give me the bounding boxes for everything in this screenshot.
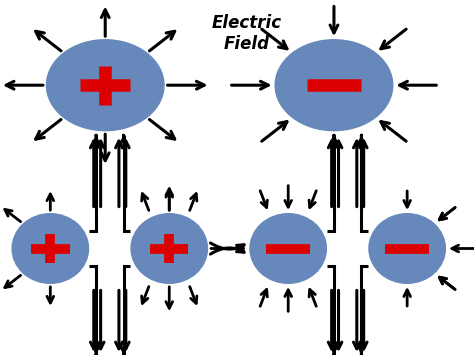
Ellipse shape (249, 213, 327, 284)
Ellipse shape (368, 213, 446, 284)
FancyArrowPatch shape (210, 246, 244, 254)
Ellipse shape (11, 213, 89, 284)
Ellipse shape (46, 39, 164, 131)
Ellipse shape (130, 213, 208, 284)
Text: Electric
Field: Electric Field (212, 14, 282, 53)
FancyArrowPatch shape (210, 243, 244, 251)
Ellipse shape (274, 39, 393, 131)
